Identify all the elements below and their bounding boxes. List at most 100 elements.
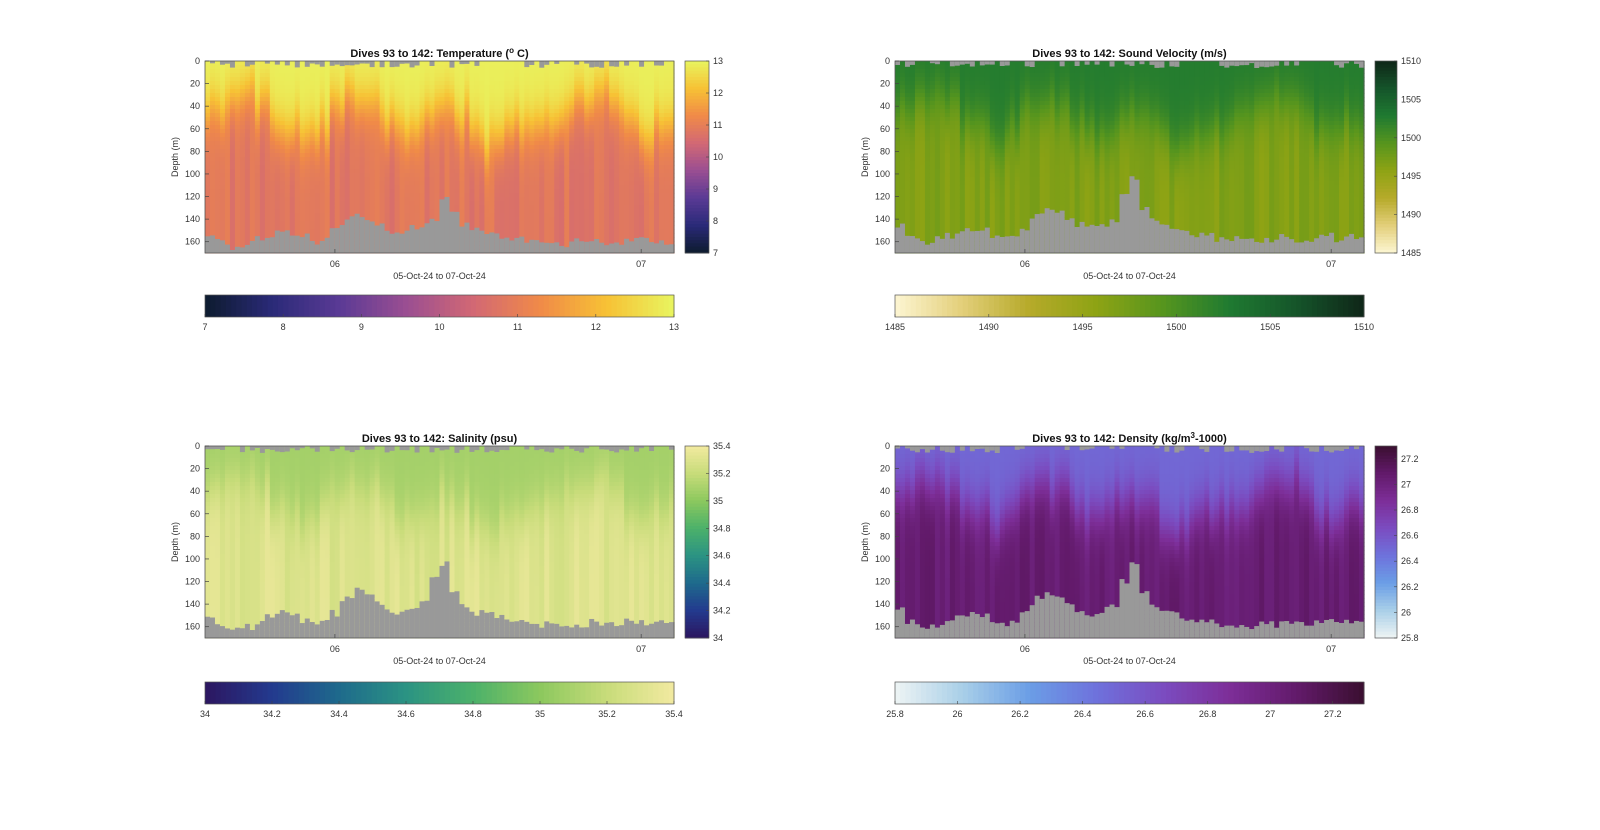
- heatmap-cell: [335, 177, 341, 182]
- heatmap-cell: [454, 185, 460, 190]
- heatmap-cell: [519, 129, 525, 134]
- heatmap-cell: [444, 101, 450, 106]
- heatmap-cell: [469, 77, 475, 82]
- heatmap-cell: [275, 109, 281, 114]
- heatmap-cell: [235, 125, 241, 130]
- heatmap-cell: [519, 133, 525, 138]
- heatmap-cell: [905, 73, 911, 78]
- heatmap-cell: [240, 109, 246, 114]
- heatmap-cell: [534, 105, 540, 110]
- heatmap-cell: [220, 77, 226, 82]
- heatmap-cell: [385, 161, 391, 166]
- horizontal-colorbar: 7 8 9 10 11 12 13: [202, 295, 679, 332]
- heatmap-cell: [425, 73, 431, 78]
- heatmap-cell: [400, 85, 406, 90]
- heatmap-cell: [410, 89, 416, 94]
- heatmap-cell: [609, 213, 615, 218]
- heatmap-cell: [594, 201, 600, 206]
- heatmap-cell: [370, 105, 376, 110]
- heatmap-cell: [210, 141, 216, 146]
- heatmap-cell: [529, 73, 535, 78]
- heatmap-cell: [375, 185, 381, 190]
- heatmap-cell: [594, 197, 600, 202]
- colorbar-segment: [533, 295, 539, 317]
- heatmap-cell: [494, 117, 500, 122]
- colorbar-segment: [627, 295, 633, 317]
- heatmap-cell: [634, 145, 640, 150]
- heatmap-cell: [365, 97, 371, 102]
- heatmap-cell: [449, 89, 455, 94]
- heatmap-cell: [504, 225, 510, 230]
- heatmap-cell: [474, 145, 480, 150]
- heatmap-cell: [539, 105, 545, 110]
- heatmap-cell: [350, 73, 356, 78]
- heatmap-cell: [529, 185, 535, 190]
- heatmap-cell: [524, 117, 530, 122]
- surface-gap: [639, 61, 644, 67]
- heatmap-cell: [494, 137, 500, 142]
- heatmap-cell: [270, 209, 276, 214]
- heatmap-cell: [594, 145, 600, 150]
- heatmap-cell: [370, 97, 376, 102]
- title-main: Dives 93 to 142: Temperature (: [350, 48, 509, 60]
- heatmap-cell: [415, 141, 421, 146]
- heatmap-cell: [215, 85, 221, 90]
- heatmap-cell: [895, 165, 901, 170]
- heatmap-cell: [604, 81, 610, 86]
- heatmap-cell: [459, 125, 465, 130]
- heatmap-cell: [664, 109, 670, 114]
- heatmap-cell: [594, 161, 600, 166]
- heatmap-cell: [390, 129, 396, 134]
- heatmap-cell: [415, 189, 421, 194]
- heatmap-cell: [425, 149, 431, 154]
- heatmap-cell: [220, 105, 226, 110]
- heatmap-cell: [215, 169, 221, 174]
- heatmap-cell: [375, 209, 381, 214]
- heatmap-cell: [494, 209, 500, 214]
- heatmap-cell: [400, 181, 406, 186]
- heatmap-cell: [509, 221, 515, 226]
- heatmap-cell: [390, 133, 396, 138]
- seabed-mask: [604, 245, 610, 253]
- heatmap-cell: [270, 197, 276, 202]
- heatmap-cell: [444, 125, 450, 130]
- colorbar-segment: [685, 80, 709, 84]
- heatmap-cell: [895, 153, 901, 158]
- heatmap-cell: [484, 217, 490, 222]
- heatmap-cell: [355, 181, 361, 186]
- heatmap-cell: [355, 153, 361, 158]
- heatmap-cell: [644, 145, 650, 150]
- heatmap-cell: [215, 61, 221, 66]
- heatmap-cell: [449, 193, 455, 198]
- heatmap-cell: [900, 165, 906, 170]
- heatmap-cell: [435, 101, 441, 106]
- heatmap-cell: [659, 81, 665, 86]
- heatmap-cell: [240, 241, 246, 246]
- heatmap-cell: [355, 145, 361, 150]
- heatmap-cell: [529, 137, 535, 142]
- heatmap-cell: [350, 197, 356, 202]
- heatmap-cell: [295, 177, 301, 182]
- heatmap-cell: [539, 197, 545, 202]
- heatmap-cell: [464, 157, 470, 162]
- heatmap-cell: [629, 133, 635, 138]
- heatmap-cell: [440, 61, 446, 66]
- heatmap-cell: [405, 137, 411, 142]
- colorbar-segment: [685, 64, 709, 68]
- heatmap-cell: [380, 193, 386, 198]
- heatmap-cell: [300, 109, 306, 114]
- heatmap-cell: [664, 153, 670, 158]
- heatmap-cell: [305, 93, 311, 98]
- heatmap-cell: [464, 121, 470, 126]
- heatmap-cell: [664, 77, 670, 82]
- heatmap-cell: [360, 189, 366, 194]
- heatmap-cell: [604, 73, 610, 78]
- heatmap-cell: [210, 165, 216, 170]
- heatmap-cell: [390, 193, 396, 198]
- surface-gap: [320, 61, 325, 67]
- heatmap-cell: [624, 69, 630, 74]
- heatmap-cell: [330, 141, 336, 146]
- heatmap-cell: [649, 189, 655, 194]
- heatmap-cell: [230, 141, 236, 146]
- heatmap-cell: [220, 233, 226, 238]
